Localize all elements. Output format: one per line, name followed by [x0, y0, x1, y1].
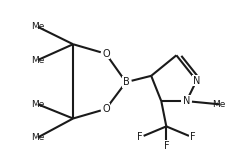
- Text: Me: Me: [31, 22, 45, 31]
- Text: O: O: [102, 49, 110, 59]
- Text: Me: Me: [212, 100, 226, 109]
- Text: F: F: [164, 141, 169, 151]
- Text: Me: Me: [31, 56, 45, 64]
- Text: Me: Me: [31, 133, 45, 142]
- Text: N: N: [183, 96, 190, 106]
- Text: O: O: [102, 104, 110, 114]
- Text: B: B: [123, 77, 129, 87]
- Text: Me: Me: [31, 100, 45, 109]
- Text: F: F: [137, 132, 143, 143]
- Text: N: N: [193, 76, 200, 86]
- Text: F: F: [190, 132, 196, 143]
